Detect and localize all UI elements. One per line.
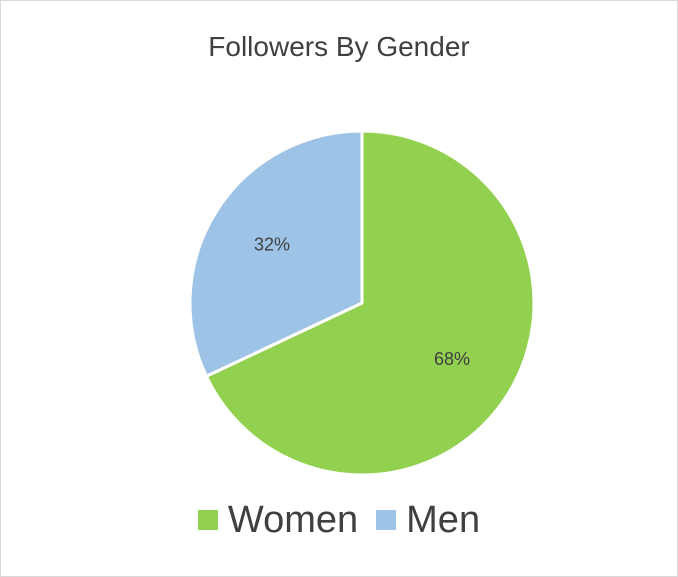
legend-item-women: Women: [197, 499, 359, 541]
legend-item-men: Men: [376, 501, 480, 539]
legend-swatch-men: [376, 510, 397, 530]
legend: Women Men: [1, 501, 677, 539]
legend-label-men: Men: [406, 499, 481, 541]
pie-chart: 68% 32%: [188, 129, 536, 477]
legend-label-women: Women: [227, 499, 359, 541]
pie-slice-men: [188, 129, 364, 378]
chart-title: Followers By Gender: [208, 31, 470, 62]
legend-swatch-women: [197, 510, 218, 530]
data-label-men: 32%: [254, 235, 290, 255]
pie-slice-women: [204, 129, 536, 477]
data-label-women: 68%: [434, 349, 470, 369]
